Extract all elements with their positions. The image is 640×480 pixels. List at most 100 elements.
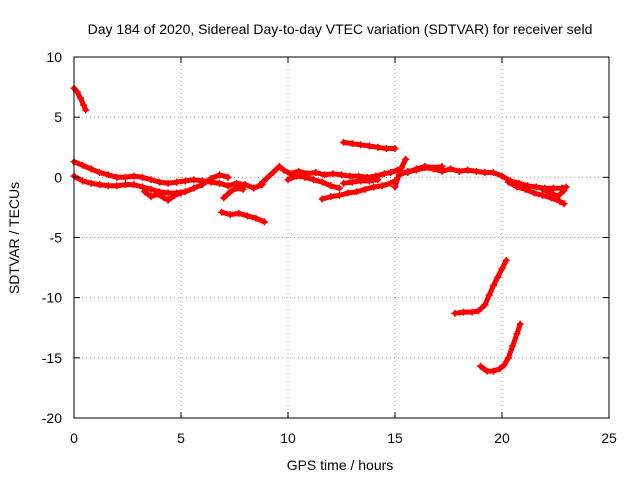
data-point: [241, 181, 249, 189]
data-point: [340, 138, 348, 146]
data-point: [374, 143, 382, 151]
data-point: [421, 163, 429, 171]
data-point: [335, 191, 343, 199]
data-point: [190, 184, 198, 192]
data-point: [318, 178, 326, 186]
data-point: [547, 189, 555, 197]
data-point: [312, 169, 320, 177]
data-point: [387, 179, 395, 187]
y-tick-label: -10: [42, 290, 62, 306]
data-point: [113, 173, 121, 181]
data-point: [164, 196, 172, 204]
data-point: [130, 181, 138, 189]
data-point: [380, 170, 388, 178]
data-point: [96, 181, 104, 189]
data-point: [532, 183, 540, 191]
data-point: [522, 185, 530, 193]
data-point: [447, 165, 455, 173]
data-point: [275, 163, 283, 171]
data-point: [79, 177, 87, 185]
data-point: [256, 181, 264, 189]
data-point: [226, 211, 234, 219]
data-point: [113, 182, 121, 190]
data-point: [207, 175, 215, 183]
data-point: [346, 172, 354, 180]
data-point: [338, 171, 345, 179]
data-point: [481, 169, 489, 177]
data-point: [190, 176, 198, 184]
data-point: [438, 163, 446, 171]
grid: [74, 57, 609, 418]
data-point: [504, 354, 512, 362]
y-tick-label: -15: [42, 350, 62, 366]
data-point: [73, 88, 81, 96]
data-point: [160, 194, 168, 202]
data-point: [173, 178, 181, 186]
data-point: [293, 172, 301, 180]
data-point: [121, 181, 129, 189]
data-point: [352, 188, 360, 196]
data-point: [327, 182, 335, 190]
data-point: [280, 166, 288, 174]
data-point: [395, 171, 403, 179]
data-trace: [540, 186, 567, 200]
data-point: [295, 167, 303, 175]
data-point: [387, 169, 395, 177]
data-point: [348, 178, 356, 186]
x-tick-label: 20: [494, 430, 510, 446]
chart-title: Day 184 of 2020, Sidereal Day-to-day VTE…: [88, 21, 593, 37]
data-point: [87, 179, 95, 187]
data-point: [513, 183, 521, 191]
data-point: [539, 185, 547, 193]
x-tick-label: 5: [177, 430, 185, 446]
data-point: [216, 179, 224, 187]
data-point: [477, 362, 485, 370]
data-point: [430, 164, 438, 172]
data-point: [80, 101, 88, 109]
data-point: [516, 320, 524, 328]
data-point: [318, 195, 326, 203]
y-tick-label: 10: [46, 49, 62, 65]
data-point: [468, 308, 476, 316]
data-point: [147, 176, 155, 184]
y-tick-label: 0: [54, 169, 62, 185]
data-point: [153, 190, 161, 198]
data-point: [472, 167, 480, 175]
data-point: [239, 185, 247, 193]
data-point: [496, 365, 504, 373]
data-point: [344, 189, 352, 197]
data-point: [365, 142, 373, 150]
data-point: [156, 178, 164, 186]
data-point: [82, 106, 90, 114]
data-point: [348, 140, 356, 148]
data-point: [96, 169, 104, 177]
data-point: [224, 173, 232, 181]
data-point: [391, 183, 399, 191]
data-trace: [452, 257, 509, 316]
data-point: [233, 184, 241, 192]
data-point: [451, 309, 459, 317]
data-point: [76, 94, 84, 102]
data-point: [260, 218, 268, 226]
data-point: [489, 169, 497, 177]
data-point: [483, 367, 491, 375]
data-point: [481, 301, 489, 309]
data-point: [327, 193, 335, 201]
data-trace: [319, 178, 398, 202]
data-point: [147, 185, 155, 193]
data-point: [87, 165, 95, 173]
data-point: [402, 155, 410, 163]
data-point: [218, 208, 226, 216]
data-point: [560, 187, 568, 195]
data-point: [355, 172, 363, 180]
data-point: [489, 282, 497, 290]
data-point: [391, 144, 399, 152]
data-point: [310, 176, 318, 184]
data-point: [224, 182, 232, 190]
data-point: [263, 175, 271, 183]
data-point: [269, 169, 277, 177]
data-point: [530, 189, 538, 197]
data-point: [340, 179, 348, 187]
data-point: [498, 265, 506, 273]
data-point: [104, 171, 112, 179]
